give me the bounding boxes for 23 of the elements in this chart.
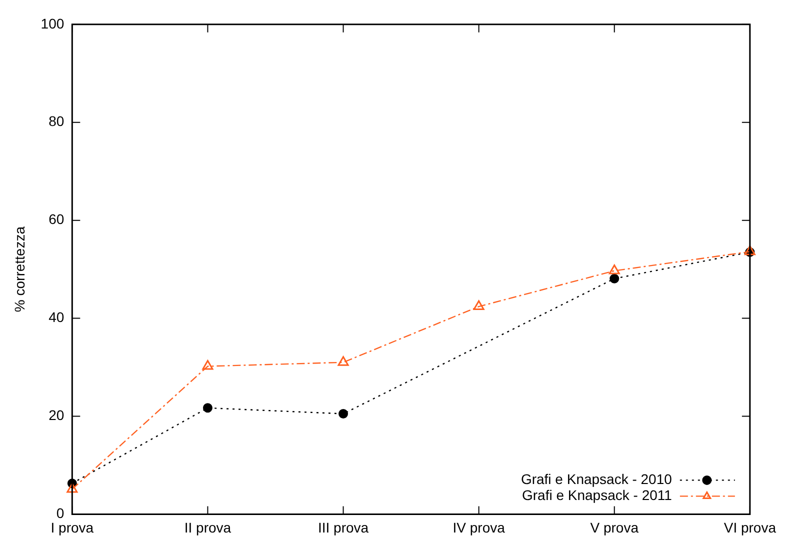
- point: [202, 360, 214, 370]
- point: [473, 300, 484, 310]
- point: [610, 274, 620, 284]
- y-tick-label: 40: [48, 309, 64, 326]
- x-tick-label: IV prova: [452, 519, 506, 536]
- y-axis-title: % correttezza: [11, 226, 28, 312]
- legend-label: Grafi e Knapsack - 2010: [520, 471, 672, 488]
- x-tick-label: VI prova: [724, 519, 776, 536]
- point: [66, 482, 78, 493]
- legend-label: Grafi e Knapsack - 2011: [522, 487, 672, 504]
- y-tick-label: 80: [48, 113, 64, 130]
- y-tick-label: 20: [48, 407, 64, 424]
- point: [338, 409, 348, 419]
- point: [202, 403, 212, 413]
- y-tick-label: 100: [40, 15, 64, 32]
- x-tick-label: II prova: [184, 519, 232, 536]
- point: [338, 356, 349, 366]
- x-tick-label: I prova: [50, 519, 94, 536]
- x-tick-label: V prova: [590, 519, 639, 536]
- x-tick-label: III prova: [318, 519, 369, 536]
- point: [608, 264, 620, 274]
- y-tick-label: 60: [48, 211, 64, 228]
- y-tick-label: 0: [56, 505, 64, 522]
